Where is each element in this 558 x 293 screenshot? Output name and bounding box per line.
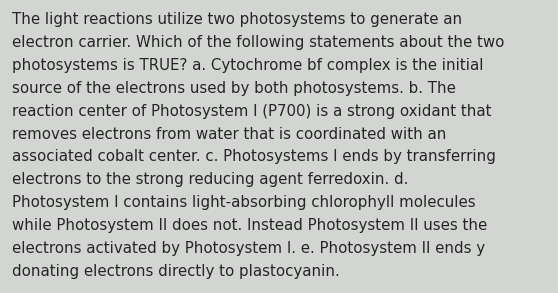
Text: electrons to the strong reducing agent ferredoxin. d.: electrons to the strong reducing agent f…: [12, 172, 408, 187]
Text: donating electrons directly to plastocyanin.: donating electrons directly to plastocya…: [12, 264, 340, 279]
Text: removes electrons from water that is coordinated with an: removes electrons from water that is coo…: [12, 127, 446, 142]
Text: while Photosystem II does not. Instead Photosystem II uses the: while Photosystem II does not. Instead P…: [12, 218, 488, 233]
Text: The light reactions utilize two photosystems to generate an: The light reactions utilize two photosys…: [12, 12, 463, 27]
Text: electron carrier. Which of the following statements about the two: electron carrier. Which of the following…: [12, 35, 504, 50]
Text: electrons activated by Photosystem I. e. Photosystem II ends y: electrons activated by Photosystem I. e.…: [12, 241, 485, 256]
Text: associated cobalt center. c. Photosystems I ends by transferring: associated cobalt center. c. Photosystem…: [12, 149, 496, 164]
Text: reaction center of Photosystem I (P700) is a strong oxidant that: reaction center of Photosystem I (P700) …: [12, 104, 492, 119]
Text: Photosystem I contains light-absorbing chlorophyll molecules: Photosystem I contains light-absorbing c…: [12, 195, 476, 210]
Text: source of the electrons used by both photosystems. b. The: source of the electrons used by both pho…: [12, 81, 456, 96]
Text: photosystems is TRUE? a. Cytochrome bf complex is the initial: photosystems is TRUE? a. Cytochrome bf c…: [12, 58, 484, 73]
